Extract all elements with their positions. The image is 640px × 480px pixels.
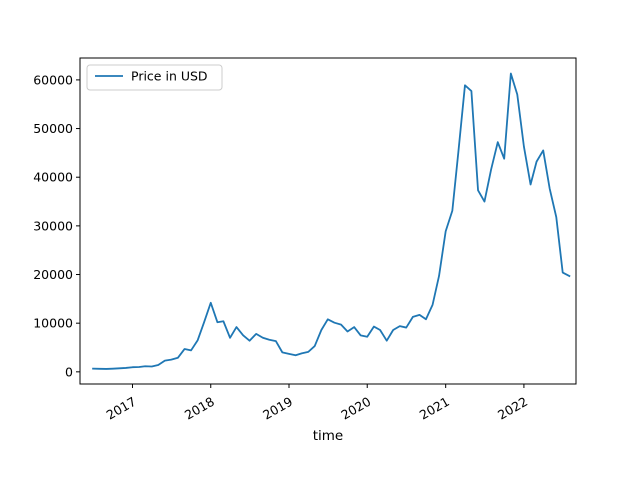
plot-area	[80, 58, 576, 384]
y-tick-label: 20000	[33, 267, 73, 282]
series-layer	[92, 72, 571, 370]
axes-frame	[79, 57, 577, 385]
y-tick-label: 50000	[33, 121, 73, 136]
series-line	[92, 72, 571, 370]
y-tick-label: 60000	[33, 72, 73, 87]
legend-entry-label: Price in USD	[131, 69, 208, 84]
y-tick-label: 40000	[33, 170, 73, 185]
y-tick-label: 0	[65, 364, 73, 379]
y-axis: 0 10000 20000 30000 40000 50000 60000	[33, 72, 80, 379]
legend: Price in USD	[86, 64, 223, 91]
x-axis-label: time	[313, 428, 344, 444]
y-tick-label: 10000	[33, 316, 73, 331]
legend-box	[86, 64, 223, 91]
y-tick-label: 30000	[33, 218, 73, 233]
